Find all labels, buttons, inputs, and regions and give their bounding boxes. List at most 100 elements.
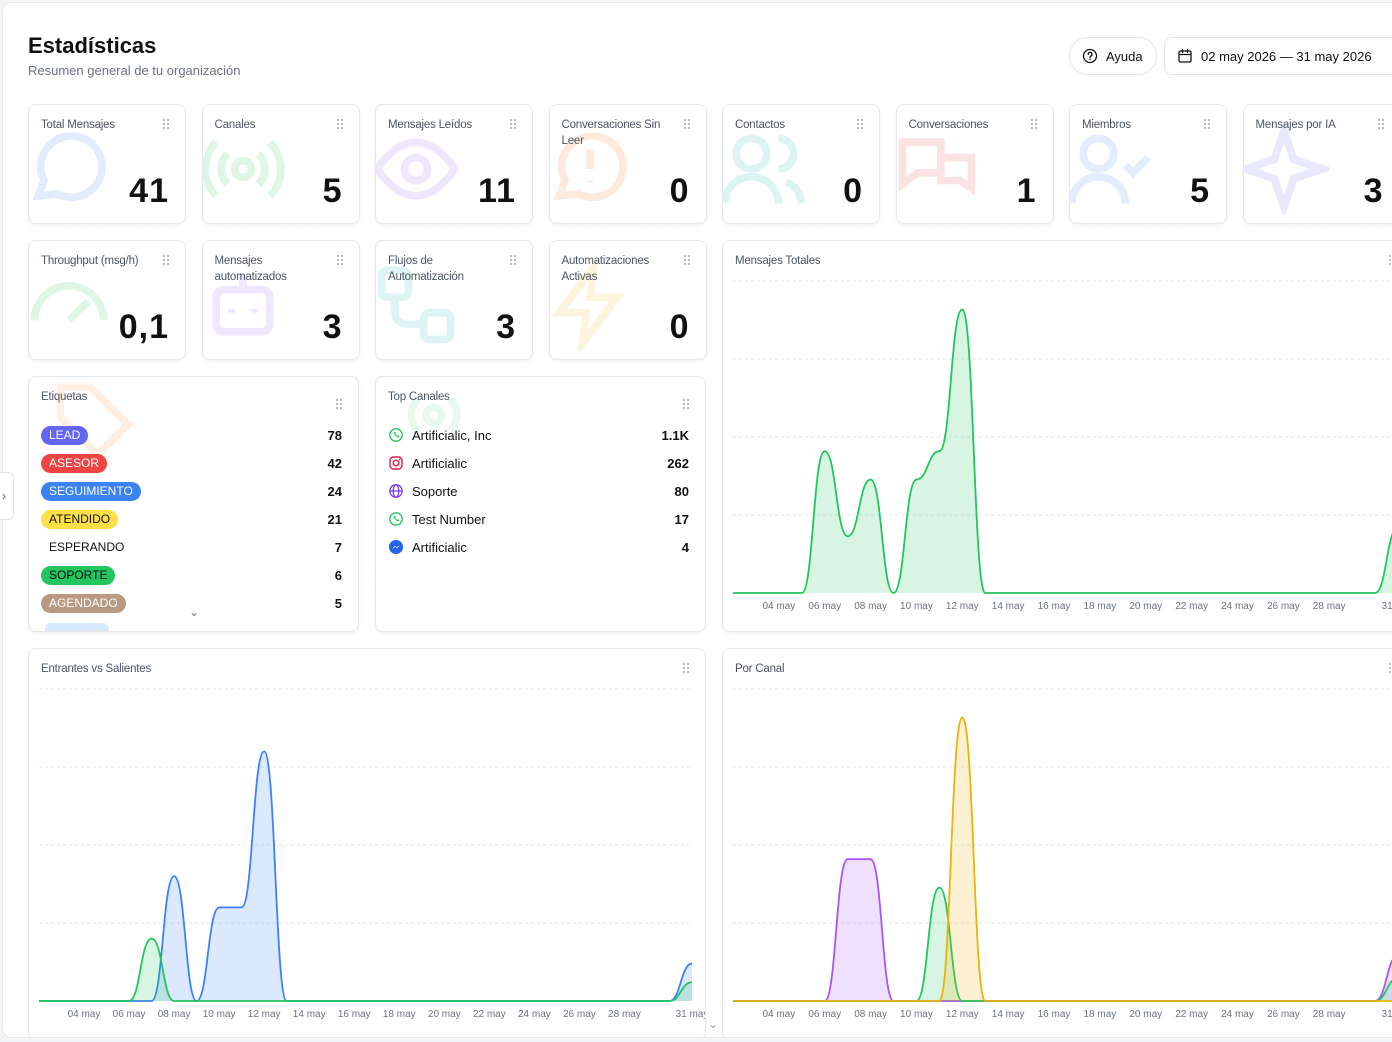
drag-handle-icon[interactable] bbox=[1377, 119, 1386, 131]
drag-handle-icon[interactable] bbox=[163, 119, 171, 131]
stat-card-label: Mensajes Leídos bbox=[388, 119, 472, 131]
series-area bbox=[39, 751, 692, 1001]
tags-card-title: Etiquetas bbox=[41, 391, 88, 403]
stat-card-label: Conversaciones Sin Leer bbox=[561, 119, 661, 147]
x-tick-label: 16 may bbox=[1038, 1009, 1071, 1020]
stat-card: Throughput (msg/h) 0,1 bbox=[28, 240, 186, 360]
stat-card-label: Mensajes por IA bbox=[1255, 119, 1336, 131]
tag-row[interactable]: ASESOR 42 bbox=[41, 452, 342, 474]
x-tick-label: 10 may bbox=[900, 601, 933, 612]
tag-row[interactable]: SOPORTE 6 bbox=[41, 564, 342, 586]
x-tick-label: 14 may bbox=[293, 1009, 326, 1020]
robot-icon bbox=[211, 274, 274, 336]
tag-row[interactable]: LEAD 78 bbox=[41, 424, 342, 446]
channel-name: Soporte bbox=[412, 483, 458, 499]
tag-pill: ASESOR bbox=[41, 453, 108, 473]
tag-count: 7 bbox=[334, 539, 342, 555]
series-area bbox=[39, 938, 692, 1001]
tag-pill: SOPORTE bbox=[41, 565, 116, 585]
series-line bbox=[38, 750, 693, 1002]
drag-handle-icon[interactable] bbox=[336, 119, 345, 131]
tag-pill: SEGUIMIENTO bbox=[41, 481, 141, 501]
tag-pill: ATENDIDO bbox=[41, 509, 119, 529]
stat-card-value: 5 bbox=[322, 172, 343, 210]
tag-row[interactable]: SEGUIMIENTO 24 bbox=[41, 480, 342, 502]
tag-row[interactable]: ESPERANDO 7 bbox=[41, 536, 342, 558]
chat-bubble-icon bbox=[32, 132, 106, 202]
drag-handle-icon[interactable] bbox=[683, 255, 692, 267]
tag-icon bbox=[56, 383, 134, 460]
drag-handle-icon[interactable] bbox=[683, 663, 691, 675]
x-tick-label: 22 may bbox=[1175, 1009, 1208, 1020]
date-range-picker[interactable]: 02 may 2026 — 31 may 2026 bbox=[1164, 37, 1392, 75]
channel-row[interactable]: Artificialic, Inc 1.1K bbox=[388, 424, 689, 446]
channel-row[interactable]: Soporte 80 bbox=[388, 480, 689, 502]
x-tick-label: 24 may bbox=[518, 1009, 551, 1020]
drag-handle-icon[interactable] bbox=[336, 255, 345, 267]
tags-card: Etiquetas LEAD 78 ASESOR 42 SEGUIMIENTO 24 ATE… bbox=[28, 376, 359, 632]
stat-card-label: Canales bbox=[214, 119, 256, 131]
scroll-down-icon[interactable]: ⌄ bbox=[708, 1017, 719, 1031]
tag-pill: AGENDADO bbox=[41, 593, 126, 613]
stat-card-label: Flujos de Automatización bbox=[388, 255, 464, 283]
drag-handle-icon[interactable] bbox=[683, 399, 691, 411]
stat-card-label: Mensajes automatizados bbox=[214, 255, 287, 283]
stat-card-value: 3 bbox=[1363, 172, 1384, 210]
chevron-down-icon[interactable]: ⌄ bbox=[189, 605, 200, 619]
tag-count: 21 bbox=[327, 511, 342, 527]
x-tick-label: 04 may bbox=[762, 1009, 795, 1020]
x-tick-label: 31 may bbox=[676, 1009, 706, 1020]
tag-count: 6 bbox=[334, 567, 342, 583]
total-messages-chart: 04 may 06 may 08 may 10 may 12 may 14 may 16 m… bbox=[732, 280, 1392, 612]
x-tick-label: 26 may bbox=[563, 1009, 596, 1020]
tag-row[interactable]: ATENDIDO 21 bbox=[41, 508, 342, 530]
drag-handle-icon[interactable] bbox=[683, 119, 692, 131]
sidebar-expand-button[interactable]: › bbox=[0, 472, 14, 520]
series-line bbox=[732, 716, 1392, 1002]
x-tick-label: 31 may bbox=[1382, 1009, 1392, 1020]
stat-card: Conversaciones 1 bbox=[895, 104, 1054, 224]
x-tick-label: 20 may bbox=[1129, 601, 1162, 612]
page-subtitle: Resumen general de tu organización bbox=[28, 63, 241, 78]
stat-card-label: Miembros bbox=[1082, 119, 1131, 131]
channel-count: 4 bbox=[681, 539, 689, 555]
help-button[interactable]: Ayuda bbox=[1069, 37, 1157, 75]
channel-name-group: Artificialic, Inc bbox=[388, 427, 491, 443]
tag-count: 5 bbox=[334, 595, 342, 611]
tag-row[interactable]: AGENDADO 5 bbox=[41, 592, 342, 614]
channel-row[interactable]: Artificialic 4 bbox=[388, 536, 689, 558]
x-tick-label: 24 may bbox=[1221, 1009, 1254, 1020]
drag-handle-icon[interactable] bbox=[1204, 119, 1212, 131]
stat-card: Flujos de Automatización 3 bbox=[375, 240, 533, 360]
x-tick-label: 12 may bbox=[248, 1009, 281, 1020]
stat-card-value: 0,1 bbox=[118, 308, 169, 346]
series-line bbox=[38, 937, 693, 1002]
drag-handle-icon[interactable] bbox=[510, 119, 518, 131]
drag-handle-icon[interactable] bbox=[510, 255, 518, 267]
x-tick-label: 08 may bbox=[854, 1009, 887, 1020]
drag-handle-icon[interactable] bbox=[163, 255, 171, 267]
drag-handle-icon[interactable] bbox=[1389, 255, 1392, 267]
calendar-icon bbox=[1178, 48, 1192, 63]
stat-card: Mensajes Leídos 11 bbox=[375, 104, 533, 224]
stat-card-value: 41 bbox=[129, 172, 169, 210]
channel-row[interactable]: Test Number 17 bbox=[388, 508, 689, 530]
channel-row[interactable]: Artificialic 262 bbox=[388, 452, 689, 474]
x-tick-label: 28 may bbox=[1313, 601, 1346, 612]
channel-count: 80 bbox=[674, 483, 689, 499]
stat-card: Miembros 5 bbox=[1069, 104, 1227, 224]
conversation-icon bbox=[898, 138, 975, 196]
drag-handle-icon[interactable] bbox=[857, 119, 865, 131]
drag-handle-icon[interactable] bbox=[1030, 119, 1039, 131]
x-tick-label: 12 may bbox=[946, 1009, 979, 1020]
x-tick-label: 04 may bbox=[68, 1009, 101, 1020]
alert-chat-icon bbox=[553, 132, 627, 202]
x-tick-label: 26 may bbox=[1267, 1009, 1300, 1020]
top-channels-card: Top Canales Artificialic, Inc 1.1K Artific… bbox=[375, 376, 706, 632]
channel-name: Artificialic bbox=[412, 455, 467, 471]
drag-handle-icon[interactable] bbox=[1389, 663, 1392, 675]
drag-handle-icon[interactable] bbox=[336, 399, 344, 411]
series-area bbox=[733, 717, 1392, 1001]
stat-card: Automatizaciones Activas 0 bbox=[548, 240, 707, 360]
stat-card: Contactos 0 bbox=[722, 104, 880, 224]
